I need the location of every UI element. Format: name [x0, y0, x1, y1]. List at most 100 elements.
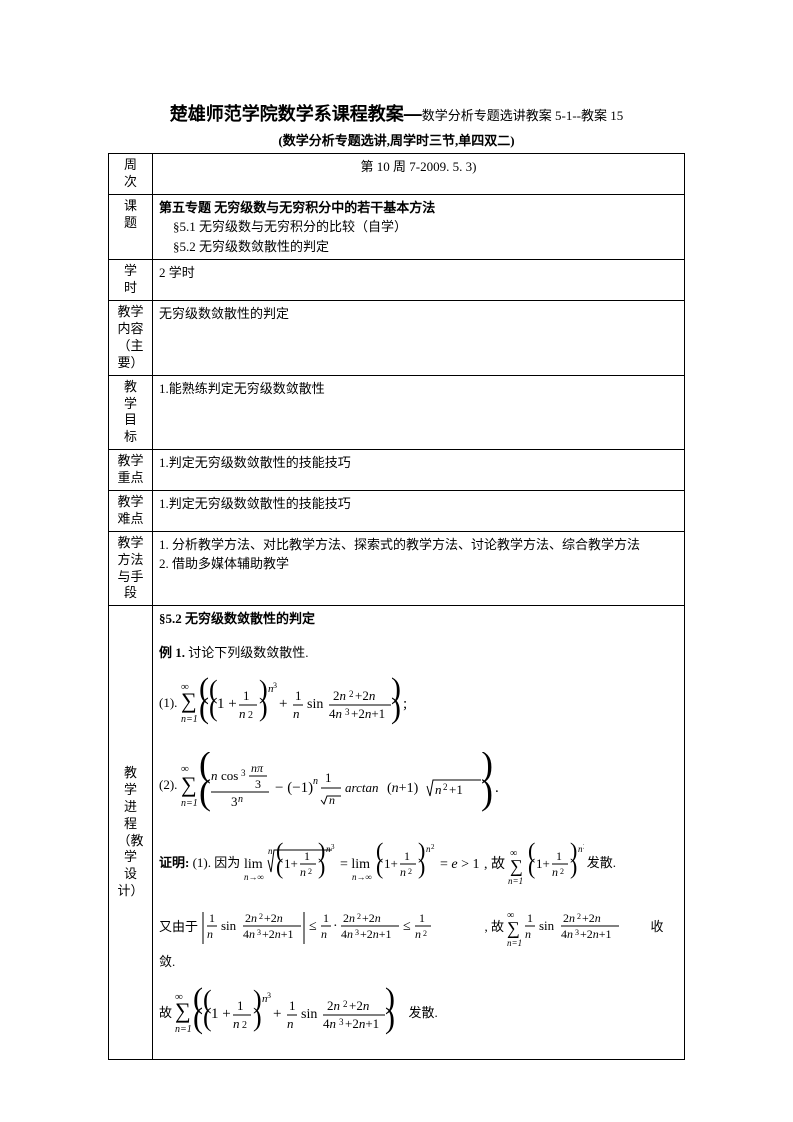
formula-item-1: (1). ∞ ∑ n=1 ( ( ( ( 1 + 1 n 2 ) ) n	[159, 676, 678, 732]
line3-pre: 故	[159, 1005, 172, 1020]
svg-text:+: +	[279, 696, 287, 712]
svg-text:2: 2	[248, 710, 253, 721]
svg-text:+2n+1: +2n+1	[345, 1016, 379, 1031]
svg-text:(: (	[376, 854, 383, 879]
topic-line1: §5.1 无穷级数与无穷积分的比较（自学）	[159, 217, 678, 237]
svg-text:+1: +1	[449, 782, 463, 797]
svg-text:n→∞: n→∞	[244, 872, 264, 882]
svg-text:1: 1	[304, 849, 310, 863]
table-row: 课题 第五专题 无穷级数与无穷积分中的若干基本方法 §5.1 无穷级数与无穷积分…	[109, 194, 685, 260]
svg-text:(: (	[199, 772, 211, 812]
line3-post: 发散.	[409, 1005, 438, 1020]
svg-text:(: (	[193, 1002, 203, 1035]
svg-text:1: 1	[243, 688, 250, 703]
table-row: 教学重点 1.判定无穷级数敛散性的技能技巧	[109, 450, 685, 491]
proof1-post: 发散.	[587, 855, 616, 870]
svg-text:n: n	[435, 782, 442, 797]
svg-text:≤: ≤	[309, 919, 317, 934]
svg-text:3: 3	[345, 707, 350, 717]
content-value: 无穷级数敛散性的判定	[153, 301, 685, 376]
svg-text:+2n+1: +2n+1	[351, 706, 385, 721]
svg-text:lim: lim	[244, 857, 263, 872]
svg-text:2n: 2n	[343, 911, 355, 925]
svg-text:n: n	[287, 1016, 294, 1031]
title-sub: 数学分析专题选讲教案 5-1--教案 15	[422, 108, 624, 123]
svg-text:2: 2	[349, 689, 354, 699]
svg-text:+: +	[273, 1006, 281, 1022]
svg-text:3: 3	[231, 794, 238, 809]
table-row: 教学方法与手段 1. 分析教学方法、对比教学方法、探索式的教学方法、讨论教学方法…	[109, 531, 685, 606]
hours-value: 2 学时	[153, 260, 685, 301]
topic-label: 课题	[109, 194, 153, 260]
svg-text:∑: ∑	[181, 772, 197, 797]
svg-text:+2n: +2n	[355, 688, 375, 703]
svg-text:(n+1): (n+1)	[387, 781, 419, 796]
svg-text:2: 2	[259, 912, 263, 921]
svg-text:1+: 1+	[284, 856, 298, 871]
svg-text:+2n: +2n	[349, 998, 369, 1013]
svg-text:1 +: 1 +	[217, 696, 237, 712]
progress-content: §5.2 无穷级数敛散性的判定 例 1. 讨论下列级数敛散性. (1). ∞ ∑…	[153, 606, 685, 1060]
svg-text:1: 1	[237, 998, 244, 1013]
proof-formula-1-svg: lim n→∞ n ( ( 1+ 1 n 2 ) ) n 3 = lim n	[244, 838, 584, 890]
subtitle: (数学分析专题选讲,周学时三节,单四双二)	[108, 130, 685, 149]
svg-text:(: (	[528, 854, 535, 879]
svg-text:): )	[253, 1003, 262, 1032]
svg-text:sin: sin	[221, 918, 237, 933]
svg-text:n: n	[525, 927, 531, 941]
svg-text:2: 2	[308, 867, 312, 876]
week-label: 周次	[109, 154, 153, 195]
week-value: 第 10 周 7-2009. 5. 3)	[153, 154, 685, 195]
svg-text:n: n	[233, 1016, 240, 1031]
svg-text:n: n	[238, 794, 243, 805]
proof-line-2: 又由于 1 n sin 2n 2 +2n 4n 3 +2n+1 ≤ 1	[159, 904, 678, 972]
svg-text:2n: 2n	[333, 688, 346, 703]
svg-text:∑: ∑	[181, 688, 197, 713]
svg-text:1 +: 1 +	[211, 1006, 231, 1022]
svg-text:2: 2	[443, 782, 448, 792]
example-text: 讨论下列级数敛散性.	[185, 645, 309, 660]
svg-text:): )	[391, 692, 401, 725]
proof-formula-2-svg: 1 n sin 2n 2 +2n 4n 3 +2n+1 ≤ 1 n ·	[201, 904, 481, 952]
difficulty-label: 教学难点	[109, 490, 153, 531]
svg-text:1+: 1+	[536, 856, 550, 871]
svg-text:∑: ∑	[175, 998, 191, 1023]
svg-text:3: 3	[331, 843, 335, 851]
svg-text:;: ;	[403, 696, 407, 712]
table-row: 学时 2 学时	[109, 260, 685, 301]
table-row: 教学目标 1.能熟练判定无穷级数敛散性	[109, 375, 685, 450]
svg-text:cos: cos	[221, 768, 238, 783]
page-title: 楚雄师范学院数学系课程教案—数学分析专题选讲教案 5-1--教案 15	[108, 100, 685, 126]
svg-text:n: n	[400, 865, 406, 879]
svg-text:4n: 4n	[323, 1016, 336, 1031]
svg-text:+2n+1: +2n+1	[360, 927, 392, 941]
goal-label: 教学目标	[109, 375, 153, 450]
svg-text:3: 3	[575, 928, 579, 937]
svg-text:3: 3	[255, 777, 261, 791]
svg-text:n→∞: n→∞	[352, 872, 372, 882]
svg-text:2: 2	[577, 912, 581, 921]
svg-text:2: 2	[431, 843, 435, 851]
svg-text:): )	[570, 854, 577, 879]
svg-text:3: 3	[273, 681, 277, 690]
method-content: 1. 分析教学方法、对比教学方法、探索式的教学方法、讨论教学方法、综合教学方法 …	[153, 531, 685, 606]
svg-text:4n: 4n	[561, 927, 573, 941]
svg-text:n: n	[300, 865, 306, 879]
proof-line-1: 证明: (1). 因为 lim n→∞ n ( ( 1+ 1 n 2 ) ) n	[159, 838, 678, 890]
svg-text:1: 1	[289, 998, 296, 1013]
svg-text:n: n	[321, 927, 327, 941]
item2-num: (2).	[159, 777, 181, 792]
proof-formula-3-svg: ∞ ∑ n=1 ( ( ( ( 1 + 1 n 2 ) ) n 3 +	[175, 986, 405, 1042]
svg-text:∑: ∑	[510, 856, 523, 876]
svg-text:): )	[385, 1002, 395, 1035]
svg-text:2: 2	[357, 912, 361, 921]
svg-text:− (−1): − (−1)	[275, 780, 313, 796]
svg-text:4n: 4n	[243, 927, 255, 941]
method-line1: 1. 分析教学方法、对比教学方法、探索式的教学方法、讨论教学方法、综合教学方法	[159, 537, 640, 552]
line2-pre: 又由于	[159, 919, 198, 934]
svg-text:2: 2	[423, 929, 427, 938]
method-line2: 2. 借助多媒体辅助教学	[159, 556, 289, 571]
svg-text:1: 1	[325, 770, 332, 785]
svg-text:1: 1	[323, 911, 329, 925]
svg-text:4n: 4n	[341, 927, 353, 941]
